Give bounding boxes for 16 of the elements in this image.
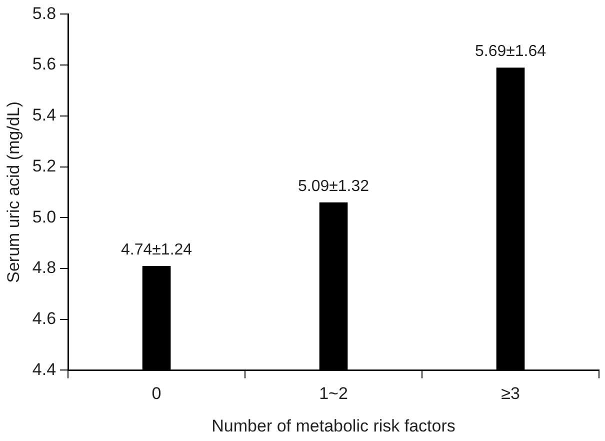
y-tick-label: 5.2 [32,156,56,176]
y-tick-label: 5.6 [32,54,56,74]
y-tick-label: 4.6 [32,309,56,328]
y-tick-label: 5.0 [32,207,56,226]
y-tick-label: 4.8 [32,258,56,278]
x-tick-label: 0 [152,384,162,404]
y-tick-label: 5.8 [32,4,56,23]
annotation: 5.09±1.32 [298,178,370,195]
annotation: 4.74±1.24 [120,241,192,258]
y-tick-label: 5.4 [32,106,56,125]
y-axis-title: Serum uric acid (mg/dL) [4,102,23,283]
y-tick-label: 4.4 [32,360,56,379]
x-axis-title: Number of metabolic risk factors [212,416,456,436]
annotation: 5.69±1.64 [474,43,546,60]
x-tick-label: ≥3 [501,384,520,404]
x-tick-label: 1~2 [319,384,348,404]
